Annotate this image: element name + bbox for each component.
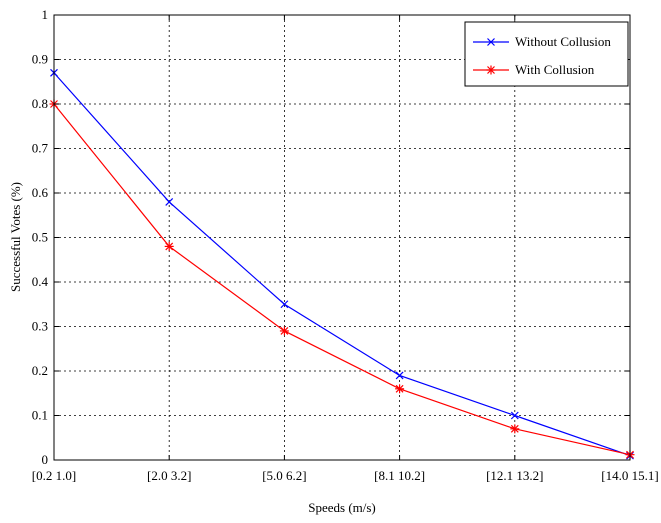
legend: Without Collusion With Collusion	[464, 21, 629, 87]
x-tick-label: [14.0 15.1]	[601, 468, 658, 483]
y-tick-label: 0.6	[32, 185, 49, 200]
legend-box	[464, 21, 629, 87]
data-point	[487, 38, 495, 46]
x-axis-label: Speeds (m/s)	[308, 500, 376, 515]
y-tick-label: 0.8	[32, 96, 48, 111]
series-line	[53, 103, 631, 456]
data-point	[165, 197, 174, 206]
x-tick-label: [8.1 10.2]	[374, 468, 425, 483]
x-tick-label: [5.0 6.2]	[262, 468, 306, 483]
y-tick-label: 0	[42, 452, 49, 467]
data-point	[164, 241, 174, 251]
data-point	[279, 326, 289, 336]
data-point	[510, 424, 520, 434]
legend-item: With Collusion	[473, 62, 595, 77]
y-tick-label: 0.1	[32, 408, 48, 423]
y-tick-label: 0.9	[32, 52, 48, 67]
series-line	[53, 72, 631, 457]
x-tick-label: [2.0 3.2]	[147, 468, 191, 483]
x-tick-label: [12.1 13.2]	[486, 468, 543, 483]
y-tick-label: 0.4	[32, 274, 49, 289]
data-point	[280, 300, 289, 309]
y-tick-label: 1	[42, 7, 49, 22]
y-tick-label: 0.2	[32, 363, 48, 378]
y-axis-label: Successful Votes (%)	[8, 182, 23, 292]
y-tick-label: 0.5	[32, 230, 48, 245]
data-point	[486, 65, 496, 75]
data-point	[395, 384, 405, 394]
y-tick-label: 0.3	[32, 319, 48, 334]
x-tick-label: [0.2 1.0]	[32, 468, 76, 483]
legend-label: With Collusion	[515, 62, 595, 77]
data-point	[510, 411, 519, 420]
legend-item: Without Collusion	[473, 34, 611, 49]
y-tick-label: 0.7	[32, 141, 49, 156]
axis-ticks: 0 0.1 0.2 0.3 0.4 0.5 0.6 0.7 0.8 0.9 1 [0.2 1.0] [2…	[32, 7, 659, 483]
legend-label: Without Collusion	[515, 34, 611, 49]
data-point	[395, 371, 404, 380]
